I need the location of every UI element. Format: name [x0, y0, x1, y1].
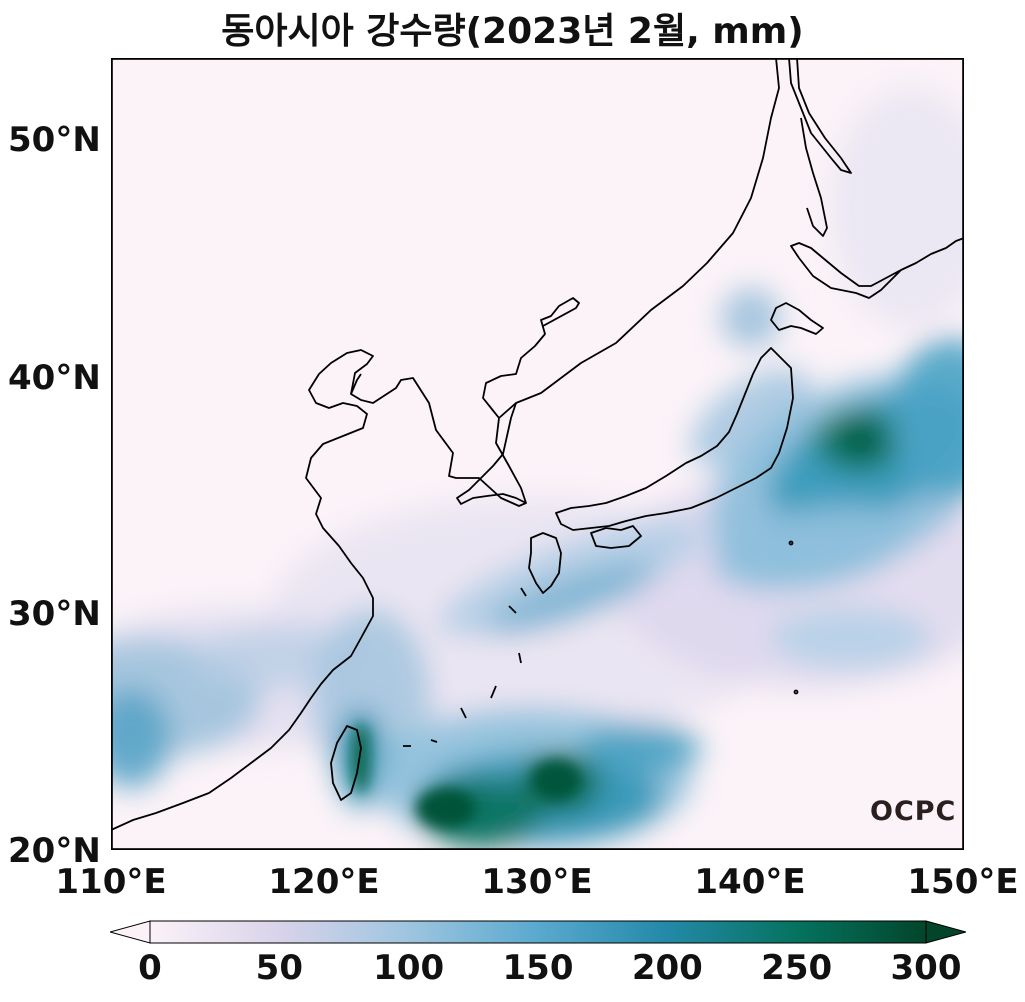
colorbar-tick-label: 250 — [761, 948, 833, 988]
lat-tick-40: 40°N — [8, 358, 101, 398]
coastlines — [111, 58, 964, 831]
colorbar-tick-label: 50 — [255, 948, 303, 988]
lon-tick-130: 130°E — [481, 862, 593, 902]
lon-tick-120: 120°E — [268, 862, 380, 902]
colorbar-tick-label: 0 — [138, 948, 162, 988]
precipitation-field — [111, 58, 964, 850]
map-border — [111, 58, 964, 850]
lat-tick-20: 20°N — [8, 831, 101, 871]
colorbar — [108, 918, 968, 946]
lat-tick-30: 30°N — [8, 594, 101, 634]
colorbar-tick-label: 150 — [502, 948, 574, 988]
lon-tick-140: 140°E — [694, 862, 806, 902]
colorbar-tick-label: 100 — [373, 948, 445, 988]
lat-tick-50: 50°N — [8, 120, 101, 160]
map-title: 동아시아 강수량(2023년 2월, mm) — [221, 11, 804, 52]
ocpc-logo: OCPC — [870, 796, 957, 827]
colorbar-tick-label: 300 — [890, 948, 962, 988]
lon-tick-150: 150°E — [907, 862, 1019, 902]
precipitation-map — [111, 58, 964, 850]
colorbar-tick-label: 200 — [631, 948, 703, 988]
lon-tick-110: 110°E — [55, 862, 167, 902]
